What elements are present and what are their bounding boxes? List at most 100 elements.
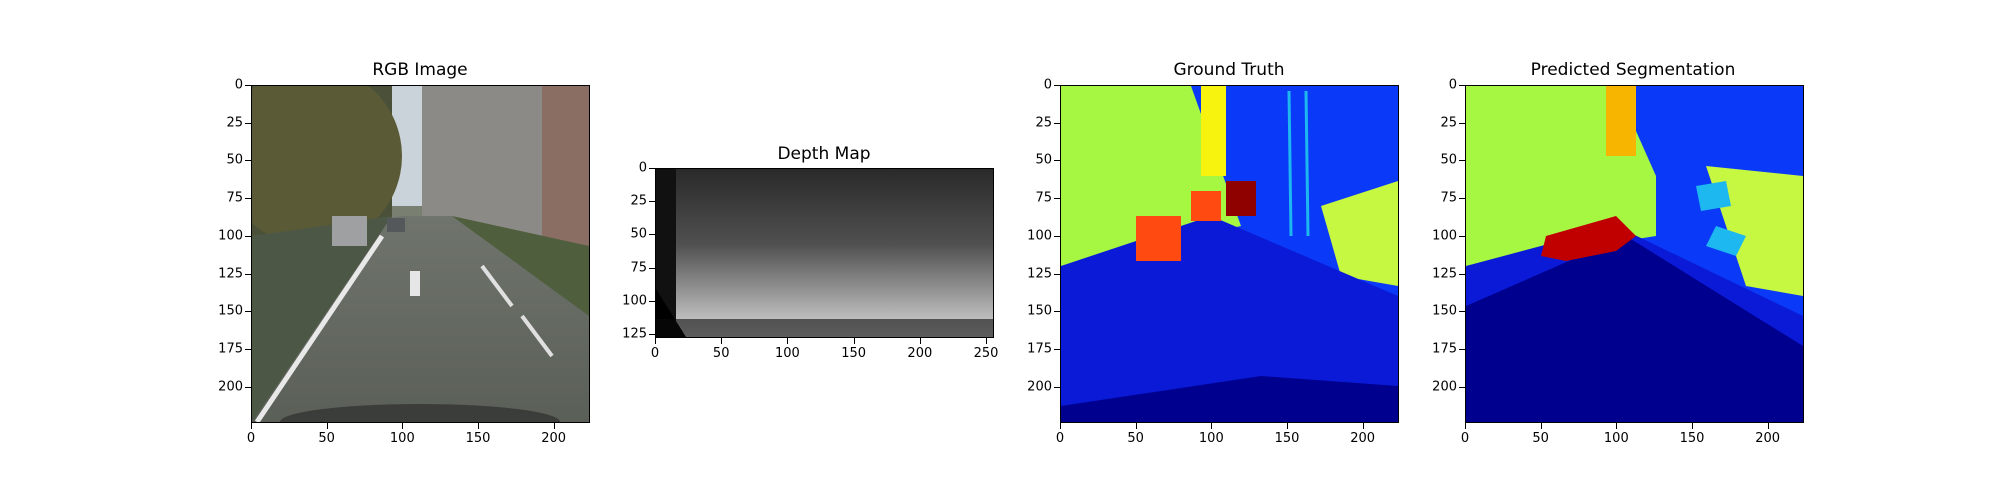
y-tick-label: 50 [630,226,647,242]
y-tick [649,168,655,169]
y-tick [245,198,251,200]
y-tick-label: 75 [630,260,647,276]
y-tick-label: 150 [1027,303,1052,319]
y-tick [1459,198,1465,200]
y-tick-label: 0 [1043,77,1052,93]
y-tick-label: 75 [1035,190,1052,206]
y-tick [1054,198,1060,200]
x-tick-label: 50 [1532,431,1549,446]
x-tick-label: 200 [907,346,933,361]
y-tick [1459,85,1465,86]
y-tick-label: 75 [226,190,243,206]
x-tick-label: 0 [1055,431,1065,446]
x-tick [1465,423,1466,429]
x-tick-label: 0 [1460,431,1470,446]
x-tick [1287,423,1288,429]
y-tick-label: 100 [1027,228,1052,244]
x-tick [402,423,404,429]
x-tick [1060,423,1061,429]
y-tick-label: 175 [218,341,243,357]
y-tick-label: 200 [218,379,243,395]
x-tick [553,423,555,429]
y-tick [245,122,251,124]
y-tick [1459,311,1465,313]
y-tick [245,386,251,388]
x-tick-label: 50 [318,431,335,446]
y-tick [1054,85,1060,86]
x-tick-label: 150 [1679,431,1705,446]
x-tick-label: 150 [841,346,867,361]
x-tick [1135,423,1137,429]
x-tick-label: 200 [541,431,567,446]
y-tick [649,334,655,336]
y-tick [649,267,655,269]
x-tick [1616,423,1618,429]
y-tick [245,311,251,313]
y-tick-label: 75 [1440,190,1457,206]
x-tick [787,338,789,344]
depth-map-image [655,168,994,338]
y-tick-label: 25 [226,115,243,131]
x-tick [853,338,855,344]
x-tick [1692,423,1693,429]
y-tick-label: 100 [1432,228,1457,244]
y-tick [1459,235,1465,237]
y-tick [1459,122,1465,124]
y-tick-label: 0 [234,77,243,93]
y-tick-label: 125 [1027,266,1052,282]
x-tick-label: 200 [1755,431,1781,446]
y-tick-label: 150 [218,303,243,319]
y-tick [649,234,655,236]
y-tick [1054,386,1060,388]
y-tick-label: 200 [1432,379,1457,395]
y-tick-label: 125 [622,326,647,342]
ground-truth-image [1060,85,1399,423]
panel-title: Predicted Segmentation [1530,60,1736,80]
y-tick-label: 50 [1440,152,1457,168]
y-tick [245,85,251,86]
x-tick [1211,423,1213,429]
y-tick-label: 25 [1035,115,1052,131]
x-tick [1767,423,1769,429]
y-tick [245,273,251,275]
x-tick-label: 250 [973,346,999,361]
x-tick-label: 50 [1127,431,1144,446]
rgb-image [251,85,590,423]
y-tick [1054,235,1060,237]
x-tick-label: 100 [1198,431,1224,446]
x-tick [326,423,328,429]
y-tick [1054,122,1060,124]
panel-title: Depth Map [777,144,871,164]
panel-title: RGB Image [372,60,468,80]
y-tick-label: 50 [226,152,243,168]
y-tick-label: 150 [1432,303,1457,319]
x-tick-label: 150 [1274,431,1300,446]
y-tick-label: 175 [1027,341,1052,357]
y-tick [245,160,251,162]
y-tick-label: 50 [1035,152,1052,168]
y-tick [1054,160,1060,162]
x-tick [1362,423,1364,429]
y-tick-label: 100 [622,293,647,309]
x-tick-label: 150 [465,431,491,446]
y-tick-label: 25 [630,193,647,209]
y-tick-label: 200 [1027,379,1052,395]
y-tick [649,300,655,302]
y-tick [245,349,251,351]
x-tick-label: 100 [775,346,800,361]
y-tick-label: 0 [638,160,647,176]
x-tick-label: 200 [1350,431,1376,446]
y-tick [1459,273,1465,275]
y-tick-label: 125 [1432,266,1457,282]
x-tick-label: 0 [246,431,256,446]
predicted-segmentation-image [1465,85,1804,423]
y-tick-label: 25 [1440,115,1457,131]
y-tick [1054,349,1060,351]
y-tick-label: 125 [218,266,243,282]
x-tick [478,423,479,429]
y-tick [1054,273,1060,275]
x-tick-label: 100 [1603,431,1629,446]
y-tick [649,201,655,203]
y-tick [1459,386,1465,388]
x-tick [721,338,723,344]
